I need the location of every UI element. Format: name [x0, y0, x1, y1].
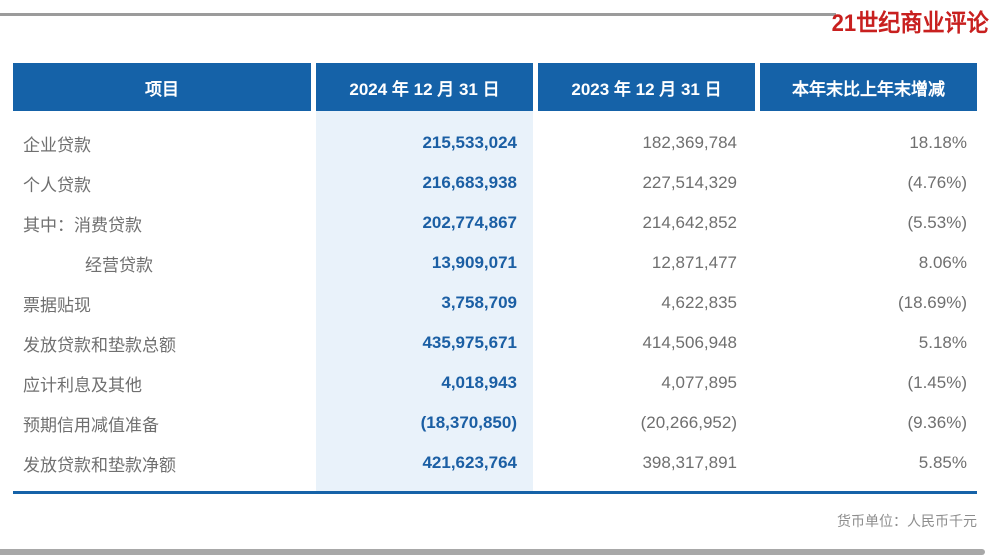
value-change: 5.85%	[918, 453, 967, 472]
value-change: (4.76%)	[907, 173, 967, 192]
table-row: 其中：消费贷款 202,774,867 214,642,852 (5.53%)	[13, 203, 977, 243]
value-change: 8.06%	[918, 253, 967, 272]
value-2024: (18,370,850)	[420, 413, 517, 432]
value-2023: 182,369,784	[642, 133, 737, 152]
value-2023: 12,871,477	[651, 253, 737, 272]
value-change: (5.53%)	[907, 213, 967, 232]
table-row: 发放贷款和垫款净额 421,623,764 398,317,891 5.85%	[13, 443, 977, 483]
value-2024: 4,018,943	[441, 373, 517, 392]
table-row: 企业贷款 215,533,024 182,369,784 18.18%	[13, 123, 977, 163]
value-2024: 13,909,071	[431, 253, 517, 272]
value-2023: 227,514,329	[642, 173, 737, 192]
value-2024: 435,975,671	[422, 333, 517, 352]
table-header-row: 项目 2024 年 12 月 31 日 2023 年 12 月 31 日 本年末…	[13, 63, 977, 111]
table-row: 发放贷款和垫款总额 435,975,671 414,506,948 5.18%	[13, 323, 977, 363]
value-change: (9.36%)	[907, 413, 967, 432]
row-label: 应计利息及其他	[23, 375, 142, 395]
value-2023: 214,642,852	[642, 213, 737, 232]
value-change: (1.45%)	[907, 373, 967, 392]
column-header-2024: 2024 年 12 月 31 日	[316, 63, 533, 111]
value-2023: 414,506,948	[642, 333, 737, 352]
row-label: 企业贷款	[23, 135, 91, 155]
column-header-item: 项目	[13, 63, 311, 111]
table-row: 个人贷款 216,683,938 227,514,329 (4.76%)	[13, 163, 977, 203]
value-2024: 421,623,764	[422, 453, 517, 472]
value-2024: 3,758,709	[441, 293, 517, 312]
row-label: 个人贷款	[23, 175, 91, 195]
table-row: 经营贷款 13,909,071 12,871,477 8.06%	[13, 243, 977, 283]
row-label: 票据贴现	[23, 295, 91, 315]
row-label: 发放贷款和垫款净额	[23, 455, 176, 475]
table-row: 票据贴现 3,758,709 4,622,835 (18.69%)	[13, 283, 977, 323]
table-row: 应计利息及其他 4,018,943 4,077,895 (1.45%)	[13, 363, 977, 403]
highlight-column-background	[316, 111, 533, 491]
column-header-2023: 2023 年 12 月 31 日	[538, 63, 755, 111]
value-2023: 4,077,895	[661, 373, 737, 392]
brand-logo: 21世纪商业评论	[831, 10, 989, 37]
table-row: 预期信用减值准备 (18,370,850) (20,266,952) (9.36%)	[13, 403, 977, 443]
row-label: 经营贷款	[85, 255, 153, 275]
top-divider	[0, 13, 836, 16]
value-2024: 216,683,938	[422, 173, 517, 192]
loan-table: 项目 2024 年 12 月 31 日 2023 年 12 月 31 日 本年末…	[13, 63, 977, 494]
value-change: (18.69%)	[898, 293, 967, 312]
value-change: 18.18%	[909, 133, 967, 152]
table-bottom-rule	[13, 491, 977, 494]
value-2024: 202,774,867	[422, 213, 517, 232]
value-2024: 215,533,024	[422, 133, 517, 152]
value-2023: 4,622,835	[661, 293, 737, 312]
value-2023: 398,317,891	[642, 453, 737, 472]
row-label: 其中：消费贷款	[23, 215, 142, 235]
value-change: 5.18%	[918, 333, 967, 352]
value-2023: (20,266,952)	[640, 413, 737, 432]
bottom-divider	[0, 549, 985, 555]
table-body: 企业贷款 215,533,024 182,369,784 18.18% 个人贷款 216,…	[13, 111, 977, 491]
column-header-change: 本年末比上年末增减	[760, 63, 977, 111]
row-label: 发放贷款和垫款总额	[23, 335, 176, 355]
row-label: 预期信用减值准备	[23, 415, 159, 435]
currency-unit-note: 货币单位：人民币千元	[837, 513, 977, 529]
